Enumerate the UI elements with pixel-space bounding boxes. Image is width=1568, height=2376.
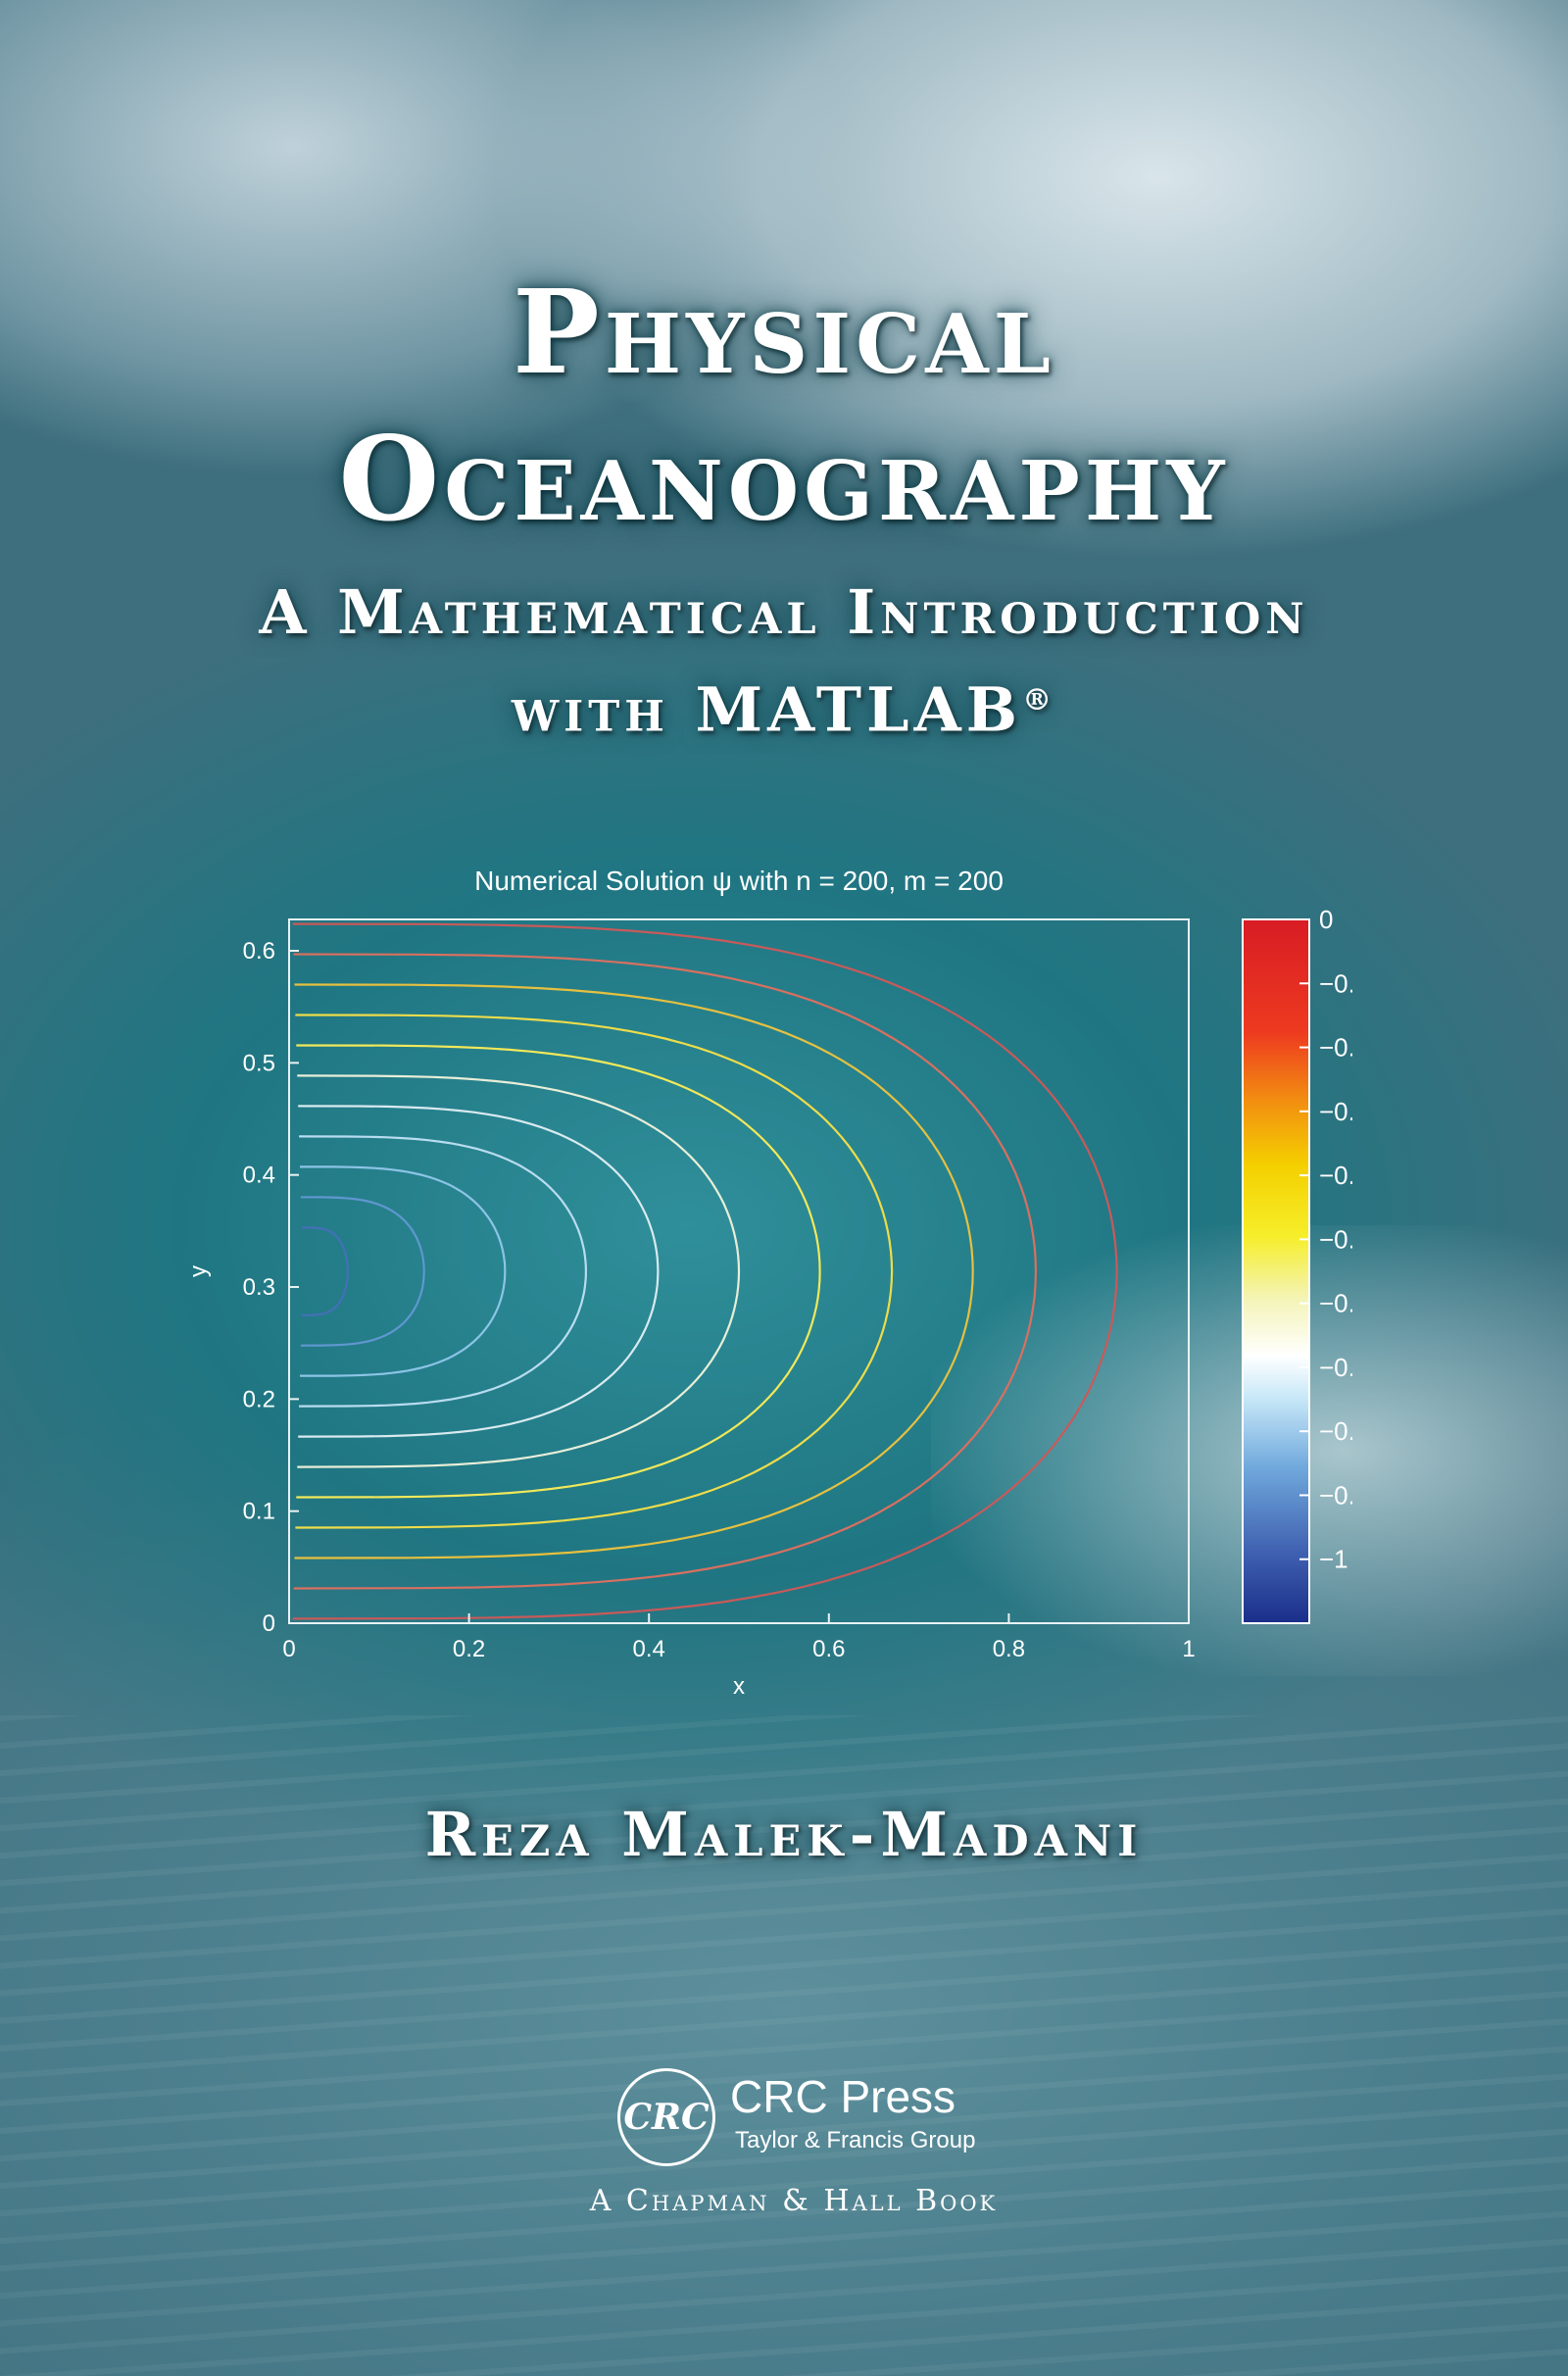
contour-line (296, 1044, 821, 1499)
colorbar-tick-label: −0.6 (1319, 1289, 1352, 1318)
x-tick-label: 0.4 (633, 1636, 665, 1662)
contour-line (300, 1165, 507, 1377)
y-axis-label: y (185, 1265, 212, 1277)
y-tick-label: 0.1 (243, 1499, 275, 1525)
y-tick-label: 0.2 (243, 1386, 275, 1412)
colorbar-tick-label: 0 (1319, 905, 1333, 934)
y-tick-label: 0.3 (243, 1274, 275, 1301)
y-tick-label: 0.5 (243, 1050, 275, 1076)
contour-lines (292, 922, 1118, 1620)
contour-line (299, 1135, 588, 1408)
publisher-block: CRC CRC Press Taylor & Francis Group A C… (549, 2058, 1039, 2254)
plot-area (288, 918, 1190, 1624)
contour-line (297, 1074, 741, 1468)
subtitle-line-2: with MATLAB® (0, 657, 1568, 755)
x-tick-label: 0.8 (993, 1636, 1025, 1662)
colorbar-tick-label: −1 (1319, 1545, 1348, 1574)
publisher-imprint: A Chapman & Hall Book (589, 2184, 999, 2218)
colorbar-ticks: 0 −0.1 −0.2 −0.3 −0.4 −0.5 −0.6 −0.7 −0.8 −0.9 −1 (1299, 905, 1352, 1574)
y-tick-label: 0 (263, 1610, 275, 1637)
x-axis-ticks: 0 0.2 0.4 0.6 0.8 1 (282, 1613, 1196, 1662)
contour-line (295, 1014, 894, 1529)
x-tick-label: 1 (1182, 1636, 1195, 1662)
contour-line (293, 953, 1038, 1590)
colorbar-tick-label: −0.1 (1319, 968, 1352, 998)
title-line-2: Oceanography (338, 411, 1230, 547)
publisher-name: CRC Press (730, 2071, 956, 2122)
colorbar-tick-label: −0.7 (1319, 1353, 1352, 1382)
contour-chart-svg: 0 0.2 0.4 0.6 0.8 1 0 0.1 0.2 0.3 0.4 0.5 0.6 Numer… (185, 866, 1352, 1700)
author-name: Reza Malek-Madani (424, 1799, 1144, 1870)
x-tick-label: 0.6 (812, 1636, 845, 1662)
crc-logo-icon: CRC (617, 2068, 715, 2166)
colorbar-tick-label: −0.5 (1319, 1224, 1352, 1254)
contour-line (294, 983, 974, 1559)
contour-line (301, 1226, 349, 1316)
colorbar-tick-label: −0.9 (1319, 1480, 1352, 1510)
chart-title: Numerical Solution ψ with n = 200, m = 2… (474, 866, 1004, 896)
x-axis-label: x (733, 1673, 745, 1700)
colorbar-tick-label: −0.3 (1319, 1097, 1352, 1126)
contour-line (292, 922, 1118, 1620)
sea-surface (0, 1715, 1568, 2376)
colorbar-tick-label: −0.4 (1319, 1161, 1352, 1190)
y-axis-ticks: 0 0.1 0.2 0.3 0.4 0.5 0.6 (243, 938, 299, 1637)
x-tick-label: 0.2 (453, 1636, 485, 1662)
contour-line (298, 1105, 660, 1438)
y-tick-label: 0.6 (243, 938, 275, 965)
colorbar-tick-label: −0.2 (1319, 1033, 1352, 1063)
contour-line (300, 1196, 425, 1347)
contour-chart: 0 0.2 0.4 0.6 0.8 1 0 0.1 0.2 0.3 0.4 0.5 0.6 Numer… (176, 833, 1352, 1715)
colorbar (1242, 918, 1310, 1624)
registered-mark: ® (1022, 683, 1057, 718)
colorbar-tick-label: −0.8 (1319, 1416, 1352, 1446)
subtitle-line-1: A Mathematical Introduction (259, 576, 1309, 648)
publisher-group: Taylor & Francis Group (735, 2127, 976, 2153)
title-line-1: Physical (513, 264, 1055, 400)
subtitle-line-2-text: with MATLAB (511, 673, 1023, 746)
x-tick-label: 0 (282, 1636, 295, 1662)
y-tick-label: 0.4 (243, 1163, 275, 1189)
title-block: Physical Oceanography A Mathematical Int… (0, 274, 1568, 755)
